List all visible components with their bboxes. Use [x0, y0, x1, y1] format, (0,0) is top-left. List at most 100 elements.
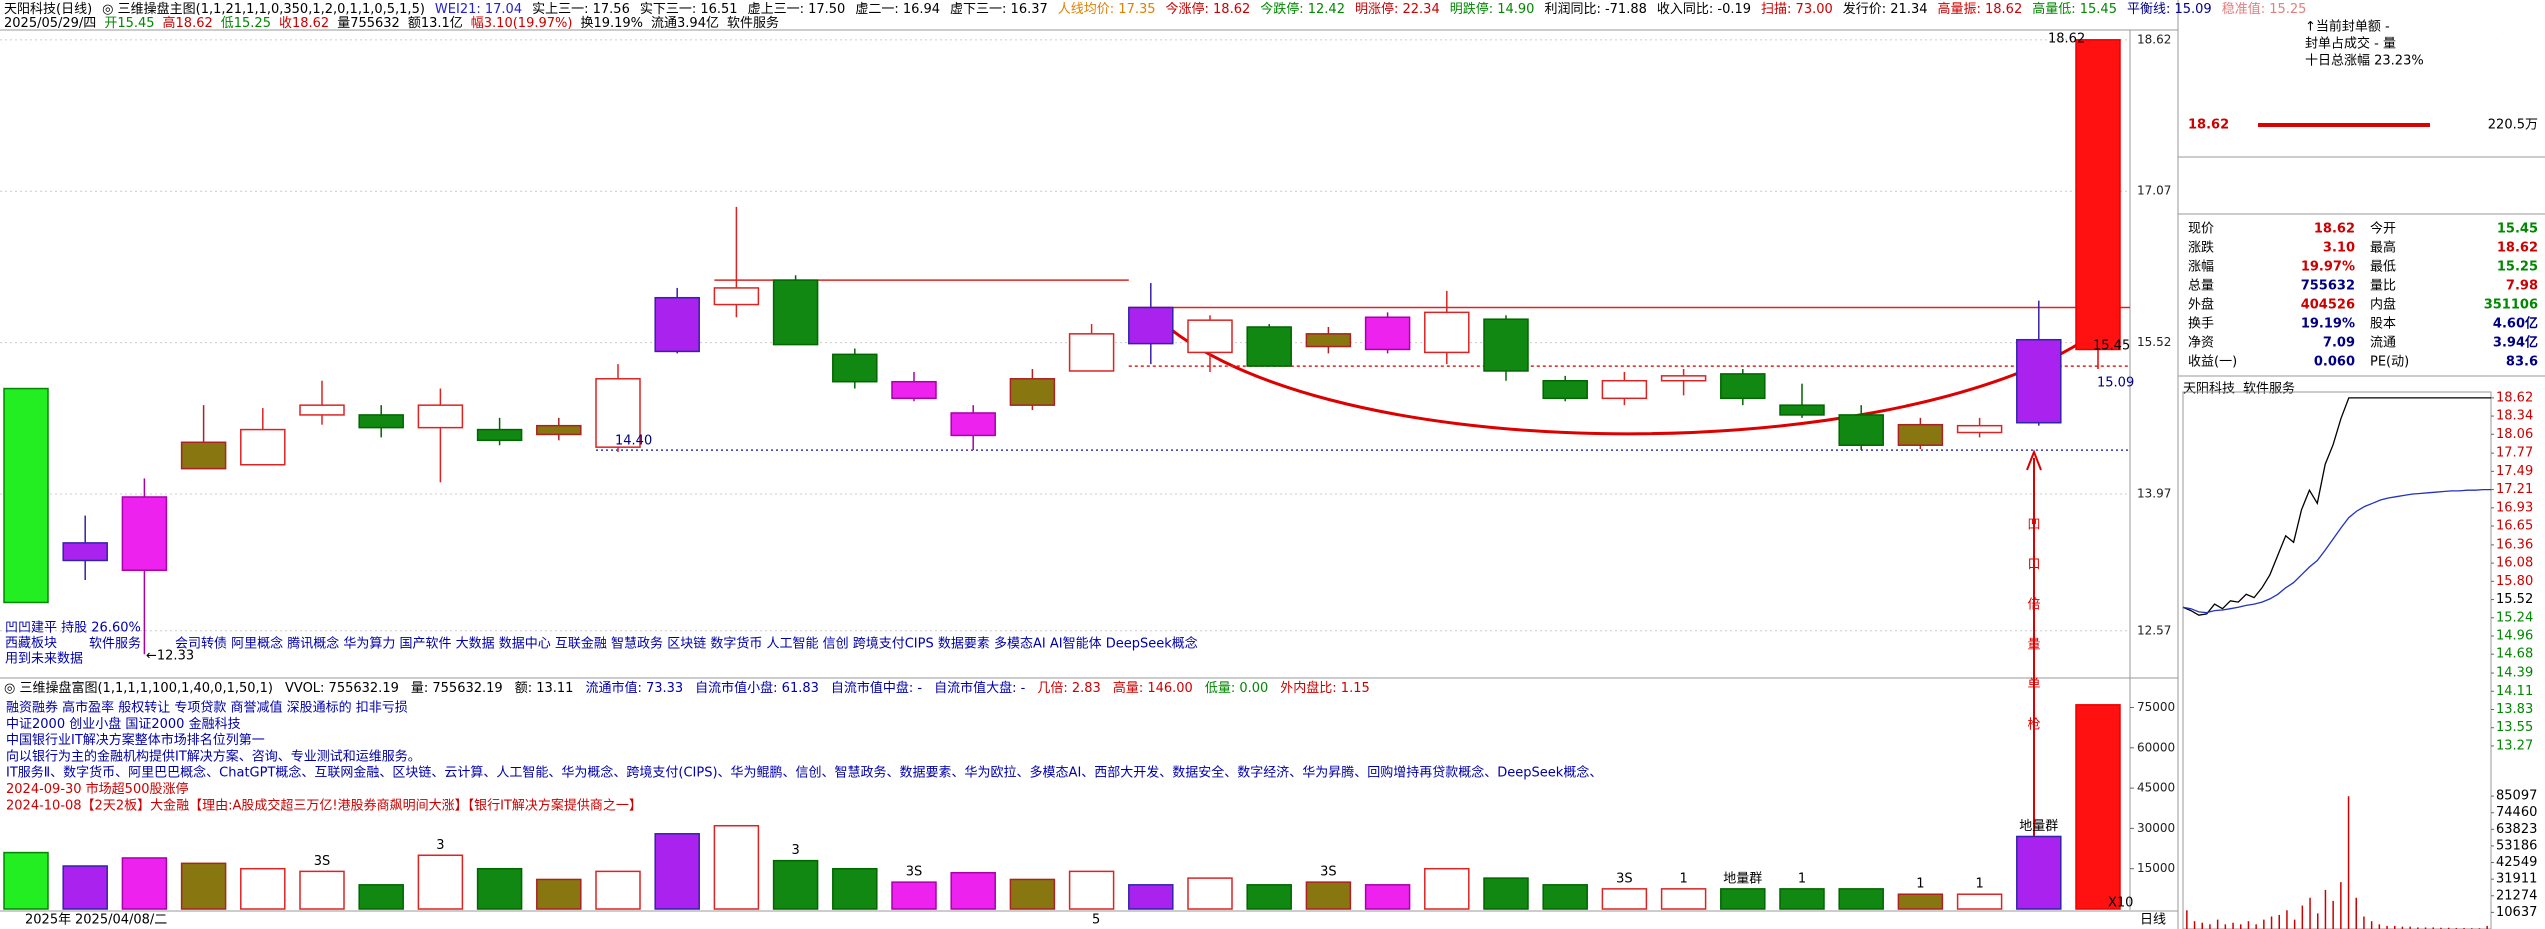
volume-header-item: 低量: 0.00	[1205, 681, 1268, 696]
y-tick-label: 18.34	[2496, 409, 2533, 424]
candle-body	[595, 378, 641, 448]
bar-label: 1	[1679, 871, 1687, 886]
header-item: 发行价: 21.34	[1843, 1, 1928, 17]
candle-body	[476, 428, 523, 442]
header-item: 量755632	[337, 16, 400, 31]
quote-value: 351106	[2484, 298, 2538, 313]
quote-value: 3.94亿	[2493, 335, 2538, 351]
quote-label: 涨跌	[2188, 240, 2214, 256]
price-annotation: ←12.33	[146, 649, 194, 664]
y-tick-label: 18.06	[2496, 427, 2533, 442]
header-item: 今跌停: 12.42	[1260, 1, 1345, 17]
y-tick-label: 16.36	[2496, 537, 2533, 552]
y-tick-label: 13.83	[2496, 702, 2533, 717]
stock-note: IT服务Ⅱ、数字货币、阿里巴巴概念、ChatGPT概念、互联网金融、区块链、云计…	[6, 765, 1602, 781]
quote-label: 外盘	[2188, 297, 2214, 313]
header-item: 换19.19%	[580, 16, 643, 31]
candle-body	[240, 428, 286, 466]
quote-value: 83.6	[2506, 355, 2538, 370]
candle-body	[832, 353, 878, 383]
left-note: 凹凹建平 持股 26.60%	[5, 621, 141, 636]
candle-body	[1660, 375, 1707, 382]
footer-zoom: X10	[2108, 896, 2133, 911]
header-item: ◎ 三维操盘主图(1,1,21,1,1,0,350,1,2,0,1,1,0,5,…	[102, 1, 425, 17]
y-tick-label: 13.55	[2496, 720, 2533, 735]
header-item: 明跌停: 14.90	[1450, 1, 1535, 17]
quote-value: 4.60亿	[2493, 316, 2538, 332]
y-tick-label: 15.80	[2496, 574, 2533, 589]
candle-body	[1305, 333, 1352, 348]
bar-label: 地量群	[2019, 819, 2058, 834]
quote-label: 收益(一)	[2188, 355, 2237, 370]
y-tick-label: 42549	[2496, 855, 2537, 870]
volume-bar	[950, 871, 996, 910]
quote-label: 净资	[2188, 336, 2214, 351]
y-tick-label: 17.49	[2496, 464, 2533, 479]
y-tick-label: 85097	[2496, 789, 2537, 804]
candle-body	[2016, 338, 2062, 424]
volume-bar	[1542, 884, 1588, 910]
bar-label: 3	[791, 843, 799, 858]
footer-year: 2025年	[25, 913, 71, 928]
header-item-row: 天阳科技(日线) ◎ 三维操盘主图(1,1,21,1,1,0,350,1,2,0,…	[4, 1, 2306, 17]
price-annotation: 15.09	[2097, 376, 2134, 391]
volume-header-item: 高量: 146.00	[1113, 680, 1193, 696]
volume-bar	[299, 870, 345, 910]
volume-header-item: 额: 13.11	[515, 681, 574, 696]
candle-body	[1187, 319, 1233, 354]
candle-body	[1128, 306, 1174, 345]
y-tick-label: 13.97	[2137, 487, 2171, 501]
candle-body	[180, 441, 227, 470]
header-item: 高量振: 18.62	[1938, 1, 2023, 17]
quote-label: 最低	[2370, 260, 2396, 275]
volume-header-item: 流通市值: 73.33	[585, 680, 683, 696]
candle-body	[121, 496, 168, 571]
quote-label: 今开	[2370, 221, 2396, 237]
header-item: 人线均价: 17.35	[1058, 2, 1156, 17]
quote-value: 18.62	[2497, 241, 2538, 256]
header-item: 虚二一: 16.94	[855, 2, 940, 17]
header-item: 稳准值: 15.25	[2222, 1, 2307, 17]
y-tick-label: 45000	[2137, 781, 2175, 795]
bar-label: 1	[1798, 871, 1806, 886]
signal-text: 枪	[2027, 717, 2040, 733]
candle-body	[1009, 378, 1056, 406]
volume-bar	[417, 854, 464, 910]
y-tick-label: 16.65	[2496, 519, 2533, 534]
price-annotation: 14.40	[615, 434, 652, 449]
volume-bar	[121, 857, 168, 910]
volume-bar	[1364, 884, 1411, 910]
candle-body	[1542, 379, 1588, 400]
bar-label: 1	[1916, 877, 1924, 892]
quote-value: 404526	[2301, 298, 2355, 313]
footer-date: 2025/04/08/二	[75, 913, 167, 928]
quote-value: 15.25	[2497, 260, 2538, 275]
volume-bar	[1246, 884, 1292, 910]
y-tick-label: 16.93	[2496, 500, 2533, 515]
volume-header-item: 自流市值小盘: 61.83	[695, 680, 819, 696]
header-item: 虚下三一: 16.37	[950, 2, 1048, 17]
quote-label: 内盘	[2370, 297, 2396, 313]
y-tick-label: 14.96	[2496, 628, 2533, 643]
candle-body	[299, 404, 345, 416]
seal-amount: 220.5万	[2488, 118, 2538, 133]
volume-bar	[654, 833, 700, 910]
y-tick-label: 17.77	[2496, 446, 2533, 461]
header-item-row: 2025/05/29/四 开15.45 高18.62 低15.25 收18.62 量755…	[4, 15, 779, 31]
header-item: 额13.1亿	[408, 16, 463, 31]
y-tick-label: 16.08	[2496, 556, 2533, 571]
header-item: 收18.62	[279, 16, 329, 31]
stock-note: 融资融券 高市盈率 般权转让 专项贷款 商誉减值 深股通标的 扣非亏损	[6, 700, 408, 716]
quote-label: 流通	[2370, 336, 2396, 351]
signal-text: 口	[2027, 558, 2040, 573]
volume-bar	[1660, 888, 1707, 910]
candle-body	[1956, 424, 2003, 434]
volume-bar	[240, 867, 286, 910]
bar-label: 1	[1975, 877, 1983, 892]
volume-bar	[180, 862, 227, 910]
y-tick-label: 75000	[2137, 700, 2175, 714]
volume-bar	[1897, 893, 1944, 910]
quote-label: 量比	[2370, 279, 2396, 294]
